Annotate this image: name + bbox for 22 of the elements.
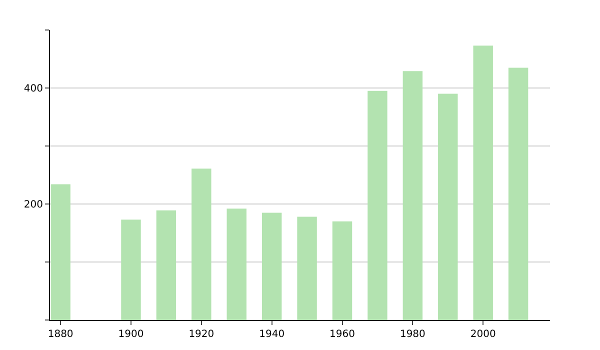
bar xyxy=(192,168,212,320)
bar xyxy=(156,210,176,320)
bar xyxy=(473,46,493,320)
y-tick-label: 200 xyxy=(24,200,43,210)
bar xyxy=(402,71,423,320)
bar xyxy=(438,94,458,320)
x-tick-label: 1920 xyxy=(188,329,214,340)
bar xyxy=(332,221,352,320)
x-tick-label: 2000 xyxy=(470,329,496,340)
bar xyxy=(226,208,246,320)
bar xyxy=(297,216,317,320)
y-tick-label: 400 xyxy=(24,84,43,94)
x-tick-label: 1900 xyxy=(118,329,144,340)
bar xyxy=(50,184,70,320)
x-tick-label: 1940 xyxy=(259,329,285,340)
bar xyxy=(368,90,388,320)
bar xyxy=(121,220,141,320)
x-tick-label: 1980 xyxy=(400,329,426,340)
x-tick-label: 1880 xyxy=(48,329,74,340)
bar xyxy=(508,68,528,320)
bar xyxy=(262,212,282,320)
x-tick-label: 1960 xyxy=(330,329,355,340)
